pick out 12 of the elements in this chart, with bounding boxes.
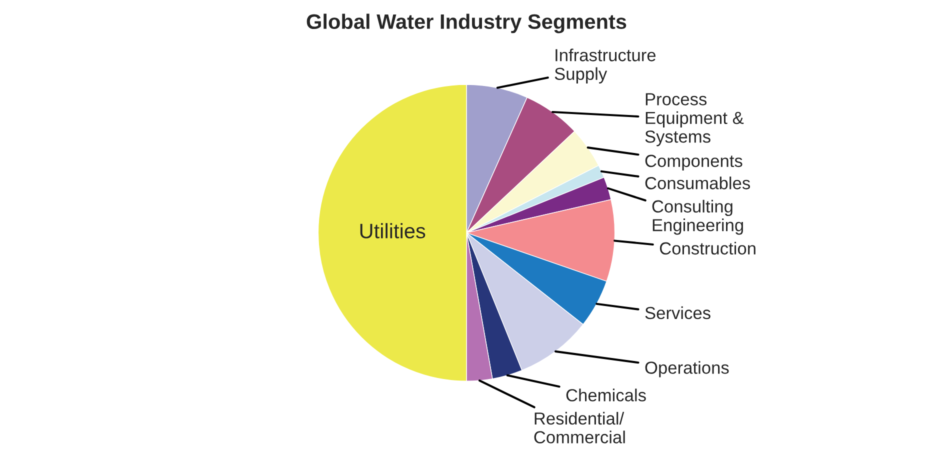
slice-label: Construction: [660, 242, 756, 255]
slice-label: Components: [645, 154, 742, 171]
chart-title: Global Water Industry Segments: [306, 14, 626, 34]
slice-label: Operations: [645, 361, 729, 378]
slice-label: Services: [645, 306, 710, 320]
slice-label: Consulting Engineering: [652, 200, 743, 235]
slice-label: Chemicals: [566, 388, 646, 402]
slice-label: Utilities: [360, 223, 426, 238]
slice-label: Process Equipment & Systems: [645, 93, 744, 146]
slice-label: Residential/ Commercial: [534, 412, 625, 444]
slice-label: Consumables: [645, 176, 750, 190]
slice-label: Infrastructure Supply: [554, 48, 656, 84]
